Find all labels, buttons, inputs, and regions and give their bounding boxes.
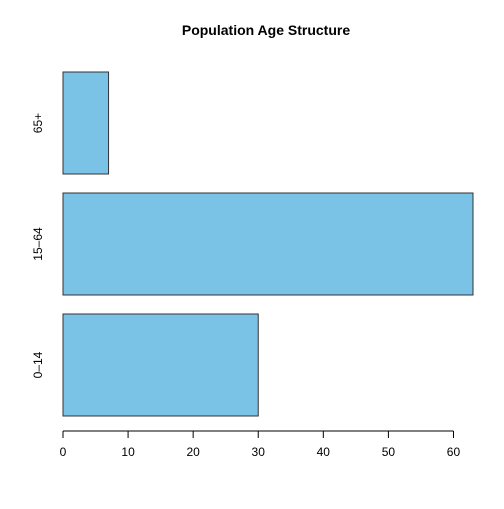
- x-tick-label-3: 30: [252, 445, 266, 459]
- y-axis-labels: 0–14 15–64 65+: [31, 113, 45, 379]
- x-tick-label-6: 60: [447, 445, 461, 459]
- y-tick-label-2: 65+: [31, 113, 45, 133]
- y-tick-label-1: 15–64: [31, 227, 45, 261]
- x-axis: 0 10 20 30 40 50 60: [60, 430, 461, 459]
- bar-0: [62, 313, 259, 417]
- bar-2: [62, 71, 110, 175]
- x-tick-label-1: 10: [121, 445, 135, 459]
- x-tick-label-0: 0: [60, 445, 67, 459]
- y-tick-label-0: 0–14: [31, 351, 45, 378]
- x-tick-label-5: 50: [382, 445, 396, 459]
- x-tick-label-4: 40: [317, 445, 331, 459]
- x-tick-label-2: 20: [186, 445, 200, 459]
- bars-group: [62, 71, 474, 417]
- chart-title: Population Age Structure: [182, 22, 350, 38]
- bar-1: [62, 192, 474, 296]
